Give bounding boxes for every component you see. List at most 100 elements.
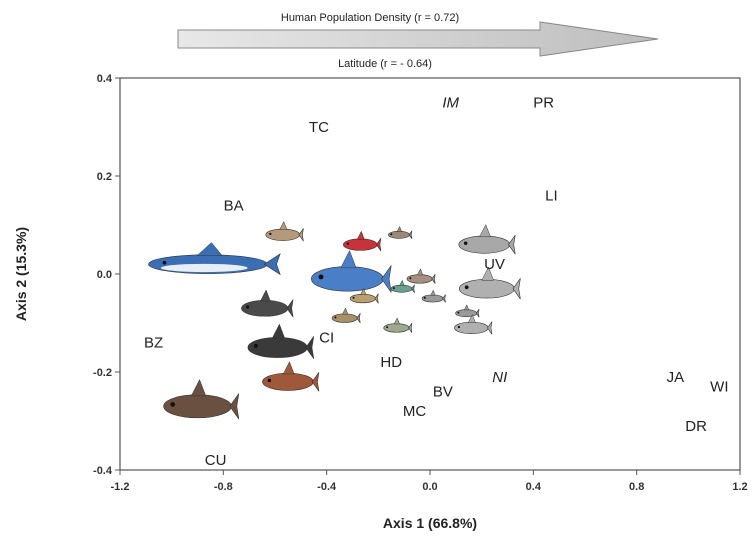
fish-fin bbox=[190, 379, 207, 397]
fish-fin bbox=[342, 307, 349, 315]
brown-grouper-icon bbox=[163, 379, 240, 420]
vector-arrow bbox=[177, 21, 659, 57]
fish-eye bbox=[423, 296, 426, 299]
small-grey-b-icon bbox=[455, 304, 480, 318]
site-label-pr: PR bbox=[533, 95, 554, 112]
shark-icon bbox=[148, 242, 281, 276]
grey-fish-a-icon bbox=[458, 224, 516, 255]
tan-fish-top-icon bbox=[265, 220, 304, 242]
fish-tail bbox=[374, 293, 379, 304]
fish-fin bbox=[196, 242, 223, 256]
x-tick-label: 0.0 bbox=[422, 481, 437, 493]
site-label-li: LI bbox=[545, 188, 558, 205]
fish-tail bbox=[431, 273, 436, 284]
fish-eye bbox=[457, 325, 461, 329]
dark-grouper-b-icon bbox=[247, 323, 315, 359]
fish-eye bbox=[246, 305, 250, 309]
fish-tail bbox=[442, 294, 446, 303]
fish-fin bbox=[259, 289, 271, 302]
site-label-ba: BA bbox=[224, 197, 244, 214]
y-tick-label: 0.0 bbox=[97, 269, 112, 281]
fish-eye bbox=[318, 274, 324, 280]
fish-tail bbox=[475, 309, 480, 318]
fish-eye bbox=[463, 241, 468, 245]
x-tick-label: -0.8 bbox=[214, 481, 233, 493]
fish-fin bbox=[279, 220, 288, 230]
fish-eye bbox=[352, 296, 355, 299]
fish-fin bbox=[399, 279, 405, 286]
vector-label-population: Human Population Density (r = 0.72) bbox=[281, 12, 459, 24]
shark-belly bbox=[160, 263, 248, 273]
site-label-hd: HD bbox=[380, 354, 402, 371]
environmental-vector: Human Population Density (r = 0.72) Lati… bbox=[177, 12, 659, 70]
fish-tail bbox=[381, 265, 392, 293]
x-tick-label: 1.2 bbox=[732, 481, 747, 493]
site-label-cu: CU bbox=[205, 452, 227, 469]
vector-label-latitude: Latitude (r = - 0.64) bbox=[338, 58, 432, 70]
x-tick-label: -1.2 bbox=[111, 481, 130, 493]
fish-fin bbox=[393, 317, 400, 325]
site-label-ci: CI bbox=[319, 330, 334, 347]
fish-eye bbox=[392, 287, 395, 290]
fish-tail bbox=[298, 228, 304, 242]
axis-ticks: -1.2 -0.8 -0.4 0.0 0.4 0.8 1.2 0.4 0.2 0.0 -0.2 -0.… bbox=[93, 73, 748, 493]
dark-grouper-a-icon bbox=[241, 289, 294, 318]
y-axis-title: Axis 2 (15.3%) bbox=[13, 227, 29, 321]
fish-fin bbox=[479, 224, 491, 238]
small-grey-a-icon bbox=[421, 289, 446, 303]
red-grouper-icon bbox=[262, 361, 320, 392]
fish-tail bbox=[229, 393, 240, 420]
site-labels: IM PR TC LI BA UV BZ CI HD NI BV JA WI MC DR CU bbox=[144, 95, 728, 470]
x-axis-title: Axis 1 (66.8%) bbox=[383, 515, 477, 531]
fish-fin bbox=[271, 323, 286, 339]
fish-fin bbox=[463, 304, 470, 311]
fish-eye bbox=[409, 277, 412, 280]
fish-eye bbox=[386, 326, 389, 329]
small-brown-a-icon bbox=[406, 268, 436, 284]
site-label-uv: UV bbox=[484, 256, 505, 273]
grey-fish-b-icon bbox=[458, 266, 521, 300]
fish-icons bbox=[148, 220, 521, 420]
x-tick-label: 0.8 bbox=[629, 481, 644, 493]
fish-eye bbox=[346, 242, 350, 245]
fish-fin bbox=[396, 225, 402, 232]
fish-fin bbox=[481, 266, 494, 281]
site-label-bv: BV bbox=[433, 384, 453, 401]
fish-tail bbox=[305, 336, 315, 359]
fish-tail bbox=[508, 234, 516, 255]
red-fish-icon bbox=[343, 230, 382, 252]
fish-tail bbox=[408, 230, 413, 239]
y-tick-label: -0.4 bbox=[93, 465, 113, 477]
fish-eye bbox=[457, 311, 460, 314]
fish-eye bbox=[162, 260, 167, 265]
green-grey-fish-icon bbox=[383, 317, 413, 333]
fish-tail bbox=[356, 313, 361, 324]
tan-fish-mid-icon bbox=[349, 287, 379, 304]
fish-tail bbox=[411, 284, 415, 293]
fish-tail bbox=[512, 278, 521, 300]
fish-fin bbox=[360, 287, 367, 295]
fish-fin bbox=[340, 250, 357, 269]
tan-fish-low-icon bbox=[331, 307, 361, 324]
fish-tail bbox=[408, 322, 413, 333]
x-tick-label: 0.4 bbox=[526, 481, 542, 493]
fish-eye bbox=[170, 402, 176, 407]
grey-fish-c-icon bbox=[454, 313, 493, 335]
fish-fin bbox=[356, 230, 365, 240]
fish-tail bbox=[487, 321, 493, 335]
blue-fish-icon bbox=[311, 250, 392, 293]
site-label-im: IM bbox=[442, 95, 459, 112]
fish-eye bbox=[269, 232, 272, 236]
fish-fin bbox=[430, 289, 436, 296]
fish-tail bbox=[376, 238, 382, 252]
fish-eye bbox=[334, 316, 337, 319]
fish-tail bbox=[263, 253, 281, 276]
fish-tail bbox=[311, 372, 320, 392]
y-tick-label: -0.2 bbox=[93, 367, 112, 379]
fish-eye bbox=[390, 233, 393, 236]
fish-fin bbox=[416, 268, 424, 276]
site-label-dr: DR bbox=[685, 418, 707, 435]
fish-eye bbox=[253, 343, 258, 348]
site-label-mc: MC bbox=[403, 403, 426, 420]
